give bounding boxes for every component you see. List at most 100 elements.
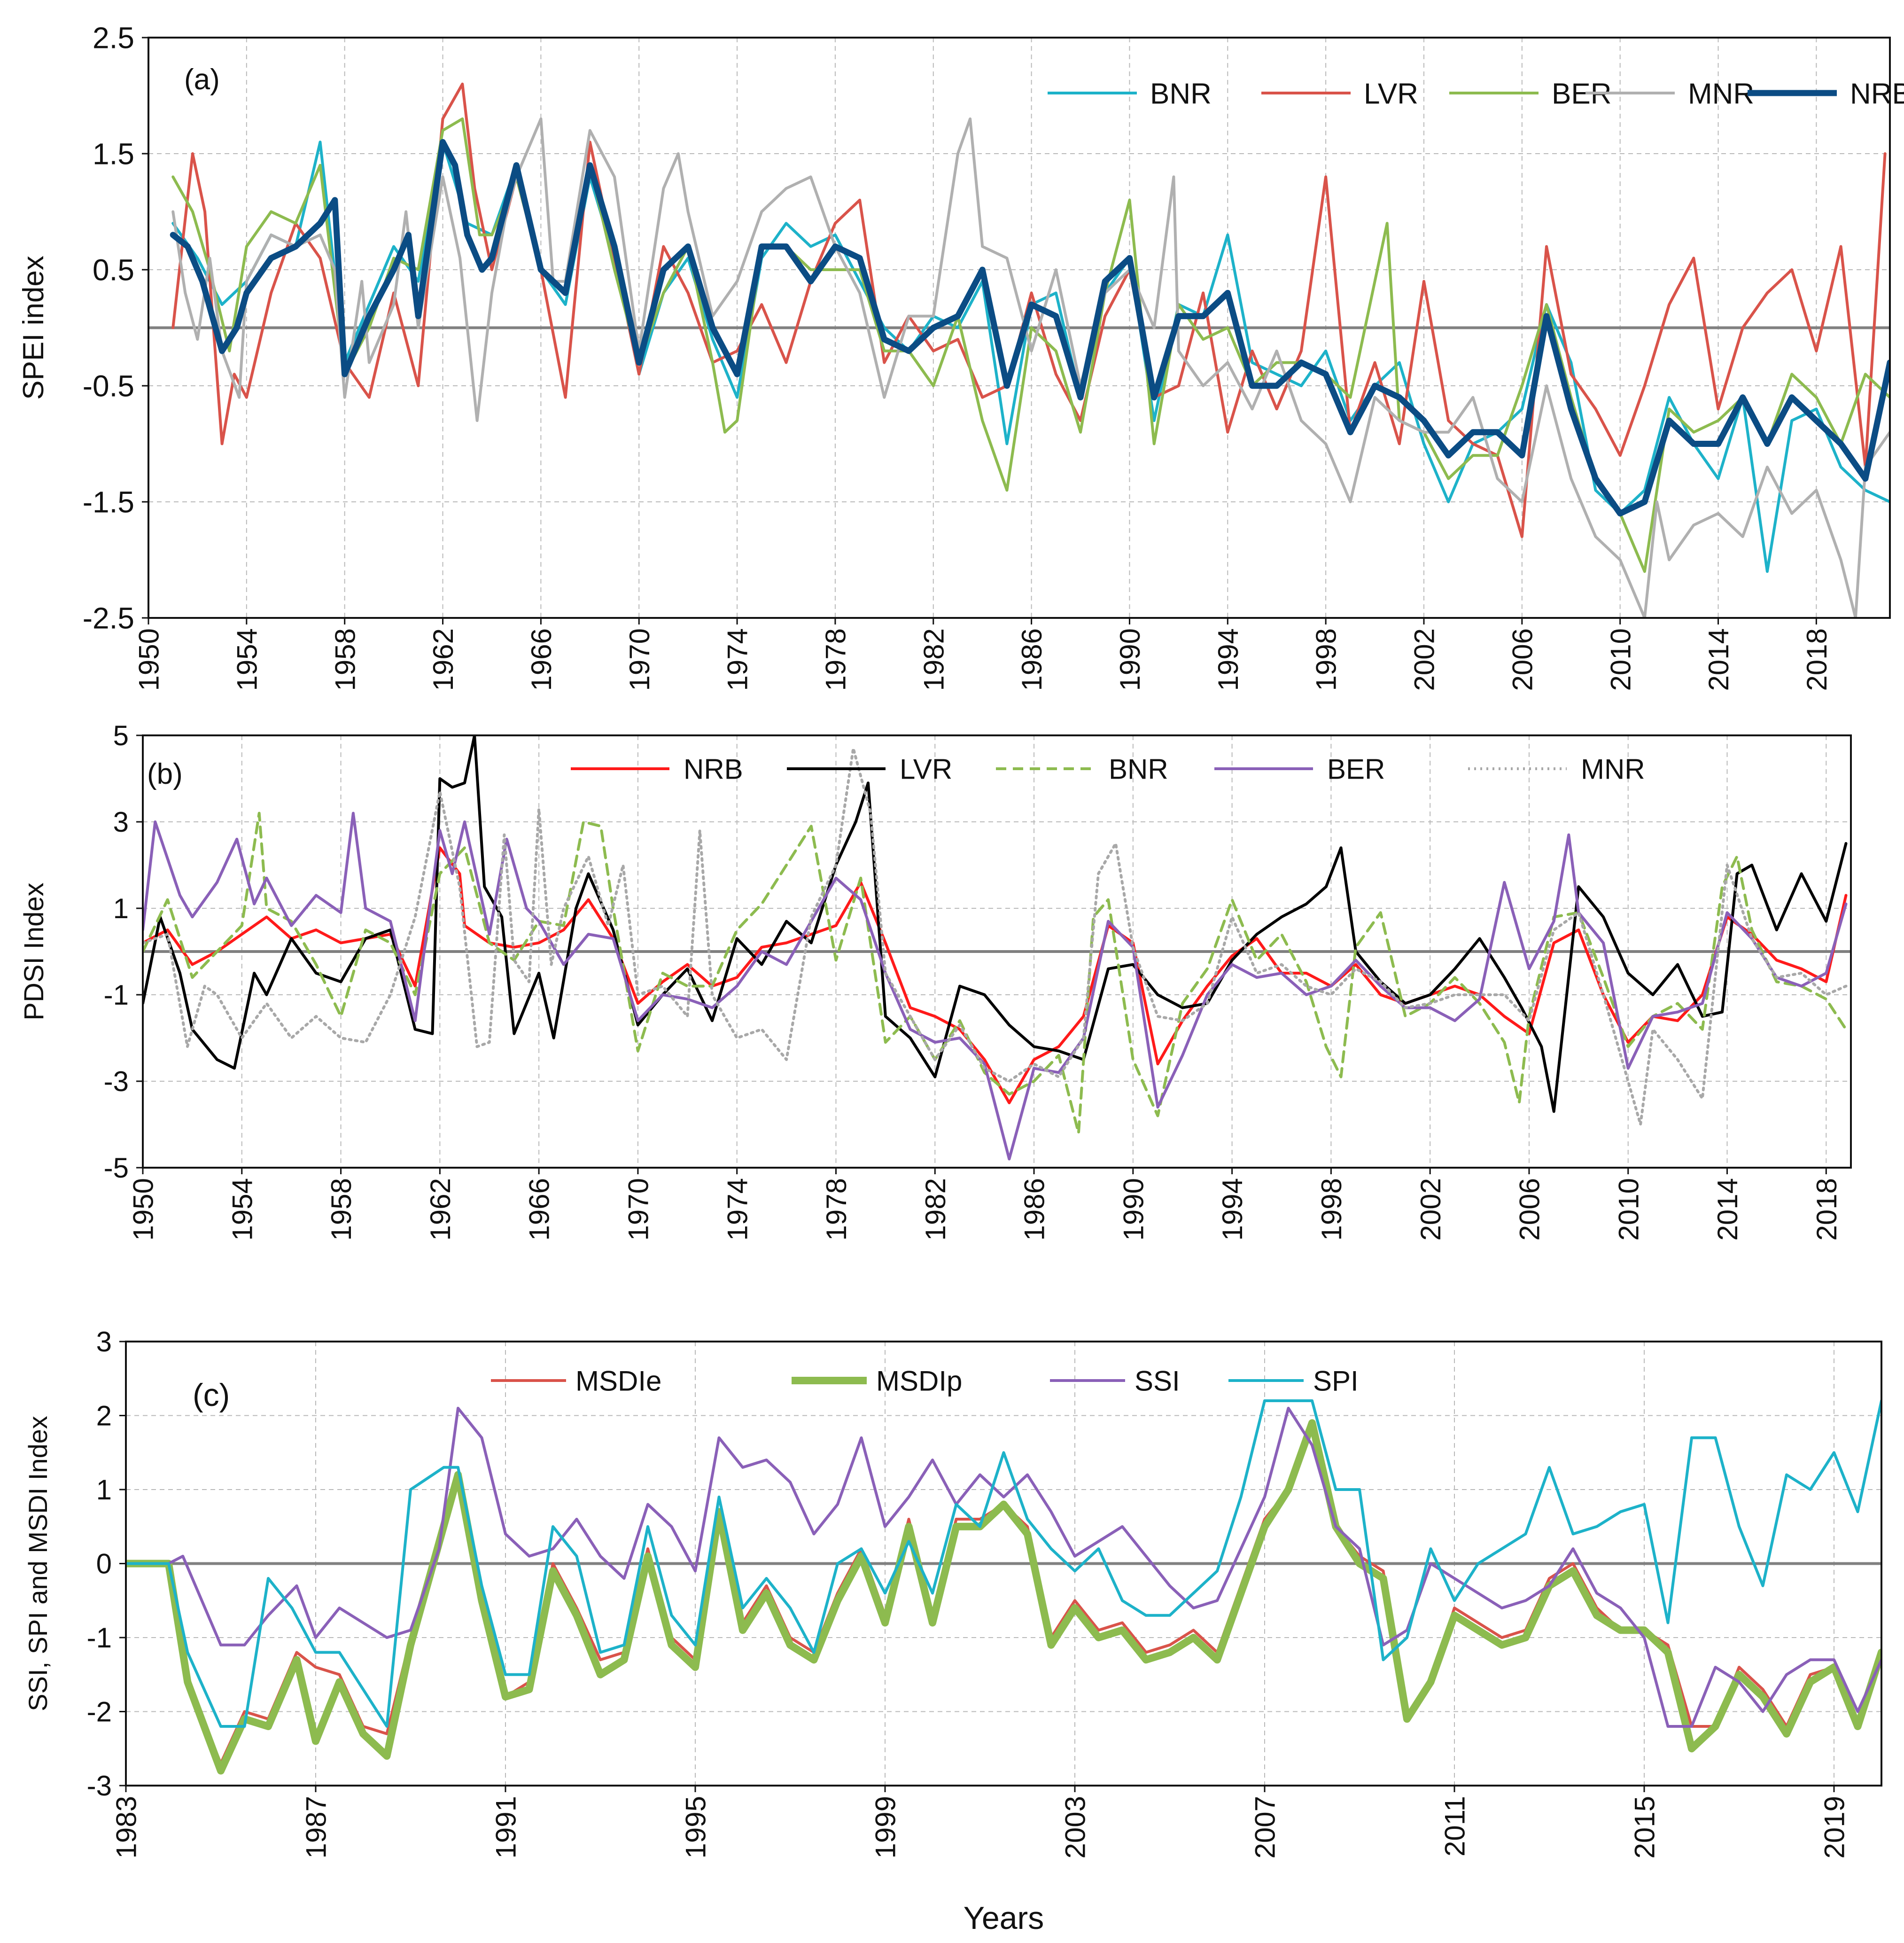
y-tick-label: -3 bbox=[87, 1770, 112, 1802]
x-tick-label: 2006 bbox=[1507, 628, 1538, 691]
panel-label: (c) bbox=[193, 1377, 230, 1413]
y-tick-label: -5 bbox=[104, 1152, 129, 1184]
x-tick-label: 2014 bbox=[1712, 1178, 1743, 1241]
x-tick-label: 1978 bbox=[820, 628, 852, 691]
y-tick-label: 1.5 bbox=[93, 137, 134, 171]
x-tick-label: 1986 bbox=[1016, 628, 1048, 691]
y-tick-label: -2.5 bbox=[83, 601, 134, 635]
y-tick-label: 3 bbox=[113, 806, 129, 838]
x-tick-label: 2018 bbox=[1801, 628, 1833, 691]
legend: MSDIe MSDIp SSI SPI bbox=[491, 1366, 1359, 1397]
x-tick-label: 1962 bbox=[427, 628, 459, 691]
x-tick-label: 2002 bbox=[1409, 628, 1440, 691]
legend-label-lvr: LVR bbox=[1364, 78, 1418, 110]
legend-label-spi: SPI bbox=[1313, 1366, 1359, 1397]
x-tick-label: 1970 bbox=[623, 1178, 654, 1241]
series-line-lvr bbox=[143, 735, 1848, 1113]
x-tick-label: 2006 bbox=[1514, 1178, 1546, 1241]
legend-label-bnr: BNR bbox=[1109, 754, 1168, 785]
x-tick-label: 2015 bbox=[1629, 1796, 1661, 1858]
x-tick-label: 1962 bbox=[425, 1178, 456, 1241]
legend-label-ber: BER bbox=[1327, 754, 1385, 785]
x-tick-label: 1998 bbox=[1311, 628, 1342, 691]
y-tick-label: -0.5 bbox=[83, 369, 134, 403]
chart-panel-b: -5 -3 -1 1 3 5 1950 1954 1958 1962 1966 1970 1974 197… bbox=[19, 720, 1852, 1241]
series-line-lvr bbox=[171, 82, 1887, 538]
y-tick-label: 2 bbox=[96, 1400, 112, 1432]
legend-label-mnr: MNR bbox=[1581, 754, 1645, 785]
y-tick-label: -2 bbox=[87, 1696, 112, 1728]
y-tick-label: -3 bbox=[104, 1066, 129, 1097]
legend-label-mnr: MNR bbox=[1688, 78, 1754, 110]
y-axis-label: PDSI Index bbox=[19, 882, 49, 1020]
y-axis-label: SSI, SPI and MSDI Index bbox=[23, 1416, 53, 1711]
x-tick-label: 2007 bbox=[1250, 1796, 1281, 1858]
x-tick-label: 1983 bbox=[111, 1796, 142, 1858]
legend-label-msdip: MSDIp bbox=[876, 1366, 962, 1397]
y-tick-label: 1 bbox=[96, 1474, 112, 1506]
panel-label: (b) bbox=[147, 758, 183, 790]
series-line-nrb bbox=[143, 846, 1848, 1104]
y-tick-label: 1 bbox=[113, 893, 129, 924]
x-tick-label: 1990 bbox=[1114, 628, 1146, 691]
y-tick-label: 3 bbox=[96, 1326, 112, 1358]
x-tick-label: 1999 bbox=[870, 1796, 901, 1858]
legend-label-msdie: MSDIe bbox=[575, 1366, 661, 1397]
legend-label-nrb: NRB bbox=[1850, 78, 1904, 110]
x-tick-label: 2003 bbox=[1060, 1796, 1091, 1858]
y-tick-label: 5 bbox=[113, 720, 129, 751]
x-tick-label: 1998 bbox=[1316, 1178, 1347, 1241]
legend-label-nrb: NRB bbox=[684, 754, 743, 785]
x-tick-label: 1982 bbox=[920, 1178, 951, 1241]
x-tick-label: 1978 bbox=[821, 1178, 852, 1241]
series-group bbox=[143, 735, 1848, 1161]
x-tick-label: 1987 bbox=[301, 1796, 332, 1858]
plot-frame bbox=[142, 734, 1852, 1169]
y-tick-label: 0 bbox=[96, 1548, 112, 1580]
series-group bbox=[126, 1399, 1881, 1775]
x-tick-label: 1990 bbox=[1118, 1178, 1149, 1241]
series-line-msdip bbox=[126, 1419, 1881, 1775]
legend: NRB LVR BNR BER MNR bbox=[571, 754, 1645, 785]
series-group bbox=[170, 82, 1890, 618]
x-tick-label: 1970 bbox=[624, 628, 655, 691]
x-tick-label: 1986 bbox=[1019, 1178, 1050, 1241]
series-line-mnr bbox=[143, 747, 1848, 1126]
x-tick-label: 1966 bbox=[524, 1178, 555, 1241]
x-tick-label: 1994 bbox=[1217, 1178, 1248, 1241]
series-line-bnr bbox=[143, 812, 1848, 1135]
legend-label-ssi: SSI bbox=[1135, 1366, 1180, 1397]
y-tick-label: -1 bbox=[104, 979, 129, 1011]
y-tick-label: -1.5 bbox=[83, 485, 134, 519]
x-tick-label: 1954 bbox=[226, 1178, 258, 1241]
legend: BNR LVR BER MNR NRB bbox=[1048, 78, 1904, 110]
x-tick-label: 1974 bbox=[722, 1178, 753, 1241]
x-tick-label: 1966 bbox=[526, 628, 557, 691]
legend-label-bnr: BNR bbox=[1150, 78, 1212, 110]
x-tick-label: 2010 bbox=[1605, 628, 1636, 691]
series-line-nrb bbox=[170, 139, 1890, 517]
x-tick-label: 1991 bbox=[490, 1796, 522, 1858]
x-tick-label: 1958 bbox=[326, 1178, 357, 1241]
x-tick-label: 1950 bbox=[133, 628, 165, 691]
x-axis-label: Years bbox=[964, 1900, 1044, 1936]
series-line-spi bbox=[126, 1399, 1881, 1728]
x-tick-label: 2019 bbox=[1819, 1796, 1850, 1858]
series-line-mnr bbox=[171, 117, 1890, 618]
x-tick-label: 1994 bbox=[1212, 628, 1244, 691]
y-tick-label: 2.5 bbox=[93, 21, 134, 55]
x-tick-label: 1995 bbox=[680, 1796, 712, 1858]
x-tick-label: 2010 bbox=[1613, 1178, 1644, 1241]
x-tick-label: 1958 bbox=[329, 628, 361, 691]
x-tick-label: 2011 bbox=[1439, 1796, 1471, 1857]
legend-label-lvr: LVR bbox=[900, 754, 952, 785]
plot-frame bbox=[148, 37, 1891, 619]
x-tick-label: 2002 bbox=[1415, 1178, 1446, 1241]
series-line-ber bbox=[143, 812, 1848, 1161]
chart-panel-a: -2.5 -1.5 -0.5 0.5 1.5 2.5 1950 1954 1958 1962 196… bbox=[17, 21, 1904, 691]
x-tick-label: 1954 bbox=[231, 628, 263, 691]
chart-panel-c: -3 -2 -1 0 1 2 3 1983 1987 1991 1995 1999 2003 2007 20… bbox=[23, 1326, 1882, 1936]
y-tick-label: -1 bbox=[87, 1622, 112, 1654]
x-tick-label: 1974 bbox=[722, 628, 754, 691]
